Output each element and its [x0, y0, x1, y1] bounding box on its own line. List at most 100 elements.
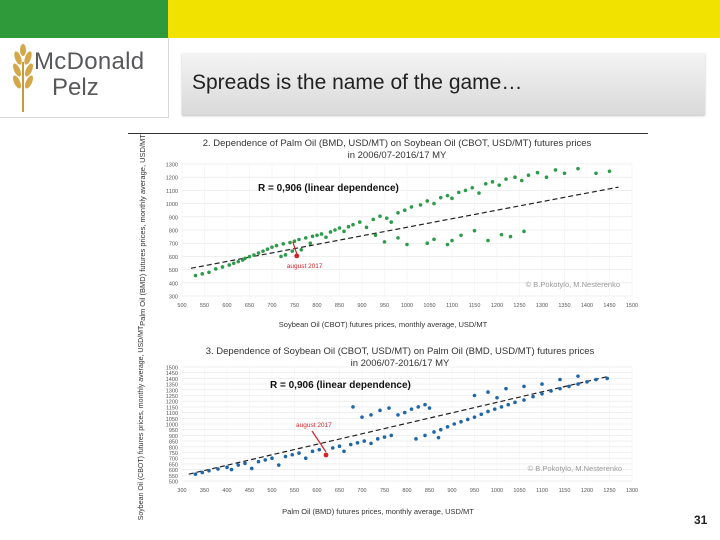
data-point [382, 240, 387, 244]
y-tick-label: 800 [169, 445, 178, 451]
data-point [276, 463, 281, 467]
data-point [499, 405, 504, 409]
data-point [369, 413, 373, 417]
y-tick-label: 1200 [166, 176, 178, 182]
x-tick-label: 550 [290, 488, 299, 494]
data-point [490, 180, 495, 184]
data-point [535, 170, 540, 175]
x-tick-label: 1250 [513, 303, 525, 309]
x-tick-label: 1100 [446, 303, 458, 309]
header-divider-vertical [168, 38, 169, 118]
y-tick-label: 1250 [166, 394, 178, 400]
data-point [387, 406, 391, 410]
x-tick-label: 600 [222, 303, 231, 309]
chart2-trendline [188, 375, 610, 475]
chart2-credit: © B.Pokotylo, M.Nesterenko [528, 464, 622, 473]
data-point [263, 458, 268, 462]
y-tick-label: 400 [169, 281, 178, 287]
data-point [522, 384, 526, 389]
data-point [270, 245, 274, 249]
y-tick-label: 1200 [166, 400, 178, 406]
data-point [270, 456, 274, 461]
data-point [576, 382, 580, 386]
data-point [378, 408, 382, 413]
x-tick-label: 1250 [603, 488, 615, 494]
data-point [207, 270, 211, 275]
chart-soy-vs-palm: 3. Dependence of Soybean Oil (CBOT, USD/… [138, 325, 638, 520]
chart-panel [128, 128, 648, 521]
data-point [499, 232, 504, 237]
chart1-credit: © B.Pokotylo, M.Nesterenko [526, 280, 620, 289]
company-logo [6, 44, 166, 114]
data-point [423, 433, 427, 438]
x-tick-label: 1100 [536, 488, 548, 494]
data-point [310, 234, 315, 239]
data-point [274, 243, 279, 248]
y-tick-label: 550 [169, 474, 178, 480]
data-point [486, 390, 490, 394]
x-tick-label: 1450 [603, 303, 615, 309]
data-point [283, 454, 288, 459]
data-point [200, 470, 205, 475]
data-point [549, 389, 553, 393]
y-tick-label: 1100 [166, 411, 178, 417]
y-tick-label: 800 [169, 229, 178, 235]
data-point [405, 242, 409, 247]
x-tick-label: 700 [267, 303, 276, 309]
data-point [409, 205, 414, 209]
data-point [342, 229, 346, 234]
y-tick-label: 700 [169, 457, 178, 463]
y-tick-label: 750 [169, 451, 178, 457]
data-point [315, 233, 319, 238]
data-point [247, 254, 252, 259]
header-accent-green [0, 0, 168, 38]
data-point [605, 376, 610, 381]
y-tick-label: 600 [169, 468, 178, 474]
data-point [513, 400, 517, 405]
annotation-point [294, 253, 300, 259]
data-point [243, 461, 247, 466]
data-point [504, 386, 508, 391]
data-point [585, 380, 589, 384]
data-point [425, 241, 430, 245]
data-point [360, 415, 364, 419]
data-point [396, 236, 400, 240]
data-point [492, 407, 497, 411]
y-tick-label: 850 [169, 440, 178, 446]
data-point [438, 427, 443, 432]
data-point [319, 232, 324, 236]
data-point [486, 409, 490, 414]
data-point [292, 239, 297, 244]
chart1-r-label: R = 0,906 (linear dependence) [258, 183, 399, 194]
data-point [479, 412, 484, 417]
data-point [576, 166, 580, 171]
data-point [389, 220, 394, 224]
x-tick-label: 950 [470, 488, 479, 494]
y-tick-label: 650 [169, 462, 178, 468]
data-point [558, 386, 562, 391]
data-point [371, 217, 376, 222]
data-point [378, 214, 382, 218]
data-point [540, 391, 544, 396]
data-point [193, 472, 198, 476]
data-point [351, 405, 355, 409]
data-point [279, 254, 283, 259]
logo-line2: Pelz [52, 74, 99, 101]
data-point [436, 435, 441, 440]
y-tick-label: 1300 [166, 163, 178, 169]
data-point [288, 240, 292, 245]
x-tick-label: 1350 [558, 303, 570, 309]
chart2-ylabel: Soybean Oil (CBOT) futures prices, month… [138, 325, 145, 520]
data-point [432, 201, 436, 206]
x-tick-label: 900 [357, 303, 366, 309]
x-tick-label: 650 [335, 488, 344, 494]
data-point [472, 415, 477, 419]
chart1-ylabel: Palm Oil (BMD) futures prices, monthly a… [138, 134, 147, 326]
chart2-points [193, 374, 610, 476]
x-tick-label: 1200 [491, 303, 503, 309]
data-point [450, 196, 454, 201]
data-point [303, 236, 308, 240]
y-tick-label: 1150 [166, 405, 178, 411]
data-point [594, 377, 598, 382]
data-point [495, 395, 499, 400]
